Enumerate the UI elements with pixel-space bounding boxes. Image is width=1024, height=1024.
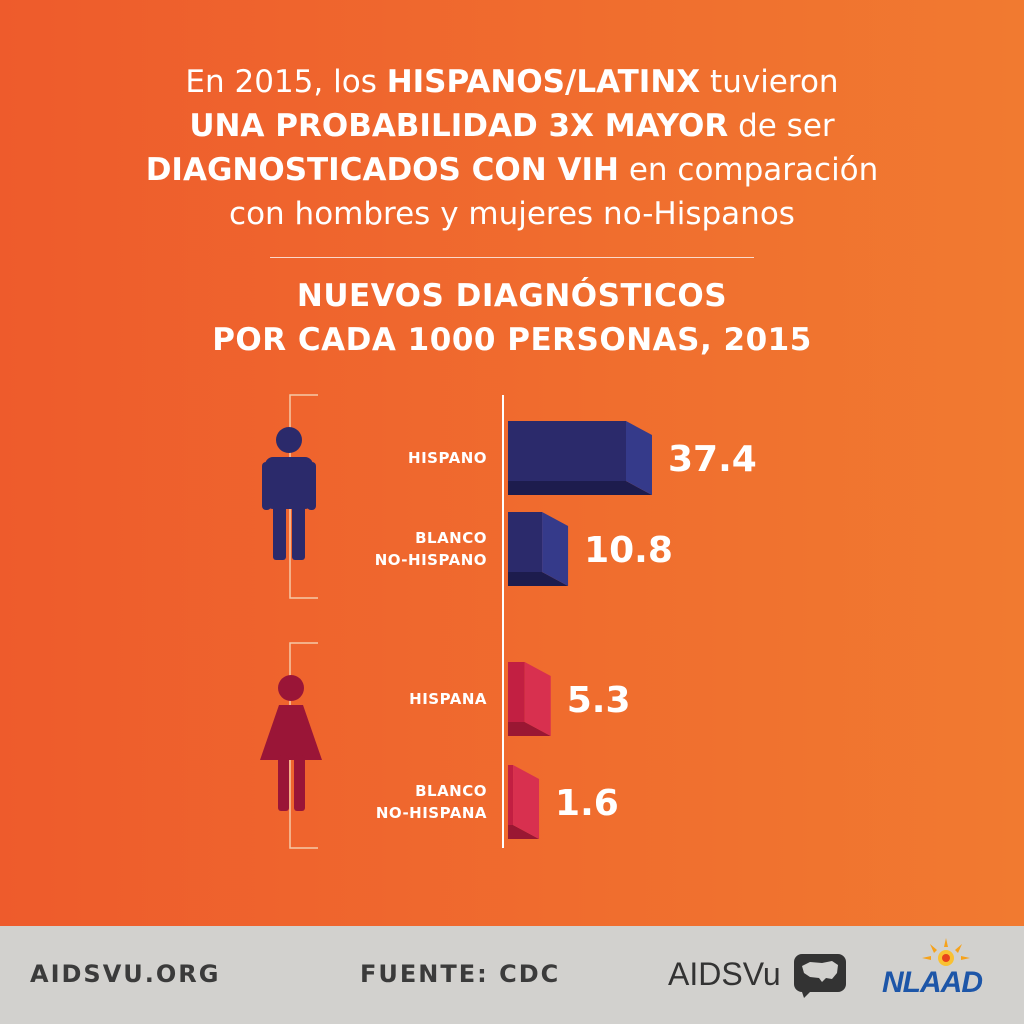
website-link[interactable]: AIDSVU.ORG [30, 960, 221, 988]
bar-bottom [508, 481, 652, 495]
bar-value-label: 1.6 [555, 783, 619, 824]
bar-value-label: 37.4 [668, 439, 757, 480]
man-head [276, 427, 302, 453]
bar-side [513, 765, 540, 839]
category-label: BLANCO [415, 782, 487, 800]
man-arm-right [307, 462, 316, 510]
woman-head [278, 675, 304, 701]
source-text: FUENTE: CDC [360, 960, 561, 988]
bar-front [508, 512, 543, 572]
man-icon [262, 427, 316, 560]
category-label: HISPANA [409, 690, 487, 708]
category-label: BLANCO [415, 529, 487, 547]
woman-dress [260, 705, 322, 760]
woman-icon [260, 675, 322, 811]
bar-side [626, 421, 652, 495]
bar-1-1 [508, 421, 652, 495]
headline: En 2015, los HISPANOS/LATINX tuvieron UN… [40, 60, 984, 236]
man-leg-right [292, 500, 305, 560]
bar-chart: 37.4 HISPANO 10.8 BLANCO NO-HISPANO 5.3 HISPAN… [260, 394, 757, 849]
sun-icon [922, 938, 970, 966]
usa-map-icon [794, 954, 846, 998]
bar-side [524, 662, 551, 736]
nlaad-logo-text: NLAAD [882, 966, 983, 999]
aidsvu-logo-text: AIDSVu [668, 956, 781, 992]
bar-front [508, 421, 626, 481]
footer [0, 926, 1024, 1024]
headline-line-4: con hombres y mujeres no-Hispanos [229, 196, 795, 232]
headline-line-3: DIAGNOSTICADOS CON VIH en comparación [145, 152, 879, 188]
category-label: NO-HISPANA [376, 804, 487, 822]
chart-title-line-2: POR CADA 1000 PERSONAS, 2015 [212, 322, 812, 358]
chart-title-line-1: NUEVOS DIAGNÓSTICOS [296, 278, 728, 314]
man-leg-left [273, 500, 286, 560]
category-label: HISPANO [408, 449, 487, 467]
bar-1-2 [508, 512, 569, 586]
bar-bottom [508, 722, 551, 736]
divider [270, 257, 754, 258]
chart-title: NUEVOS DIAGNÓSTICOS POR CADA 1000 PERSON… [40, 274, 984, 362]
bar-bottom [508, 572, 569, 586]
bar-front [508, 662, 525, 722]
category-label: NO-HISPANO [375, 551, 487, 569]
bar-value-label: 10.8 [584, 530, 673, 571]
bar-bottom [508, 825, 540, 839]
bar-side [542, 512, 569, 586]
bar-2-1 [508, 662, 551, 736]
bar-value-label: 5.3 [567, 680, 631, 721]
headline-line-1: En 2015, los HISPANOS/LATINX tuvieron [185, 64, 839, 100]
bar-2-2 [508, 765, 540, 839]
woman-leg-right [294, 755, 305, 811]
headline-line-2: UNA PROBABILIDAD 3X MAYOR de ser [189, 108, 835, 144]
man-torso [265, 457, 313, 509]
man-arm-left [262, 462, 271, 510]
nlaad-logo: NLAAD [880, 938, 1010, 1008]
woman-leg-left [278, 755, 289, 811]
bar-front [508, 765, 514, 825]
